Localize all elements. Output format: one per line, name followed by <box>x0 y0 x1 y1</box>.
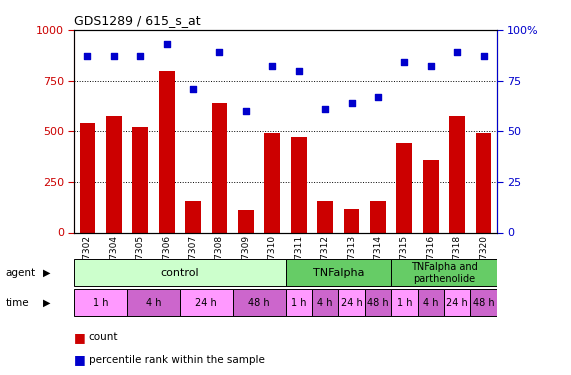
Text: 1 h: 1 h <box>291 298 307 308</box>
Text: GDS1289 / 615_s_at: GDS1289 / 615_s_at <box>74 15 201 27</box>
Bar <box>449 116 465 232</box>
Text: TNFalpha: TNFalpha <box>312 268 364 278</box>
Point <box>320 106 329 112</box>
Point <box>453 49 462 55</box>
Bar <box>471 290 497 316</box>
Point <box>109 53 118 59</box>
Text: 1 h: 1 h <box>93 298 108 308</box>
Point <box>136 53 145 59</box>
Bar <box>344 209 359 232</box>
Bar <box>74 290 127 316</box>
Text: ▶: ▶ <box>43 298 50 308</box>
Point <box>242 108 251 114</box>
Bar <box>391 260 497 286</box>
Text: ▶: ▶ <box>43 268 50 278</box>
Bar <box>106 116 122 232</box>
Bar <box>444 290 471 316</box>
Bar <box>365 290 391 316</box>
Text: ■: ■ <box>74 331 86 344</box>
Text: agent: agent <box>6 268 36 278</box>
Bar <box>264 133 280 232</box>
Point <box>479 53 488 59</box>
Text: ■: ■ <box>74 354 86 366</box>
Text: 4 h: 4 h <box>423 298 439 308</box>
Point <box>294 68 303 74</box>
Text: 4 h: 4 h <box>317 298 333 308</box>
Bar <box>185 201 201 232</box>
Text: 1 h: 1 h <box>397 298 412 308</box>
Text: count: count <box>89 333 118 342</box>
Bar <box>286 260 391 286</box>
Bar <box>423 160 439 232</box>
Bar <box>391 290 417 316</box>
Point <box>188 86 198 92</box>
Point <box>347 100 356 106</box>
Bar <box>79 123 95 232</box>
Point <box>83 53 92 59</box>
Text: 24 h: 24 h <box>447 298 468 308</box>
Point <box>426 63 435 69</box>
Bar <box>286 290 312 316</box>
Point <box>215 49 224 55</box>
Text: percentile rank within the sample: percentile rank within the sample <box>89 355 264 365</box>
Point <box>373 94 383 100</box>
Bar <box>132 127 148 232</box>
Text: time: time <box>6 298 29 308</box>
Text: 4 h: 4 h <box>146 298 161 308</box>
Bar <box>238 210 254 232</box>
Point <box>162 41 171 47</box>
Bar <box>127 290 180 316</box>
Bar <box>291 137 307 232</box>
Text: 48 h: 48 h <box>367 298 389 308</box>
Bar <box>233 290 286 316</box>
Text: 24 h: 24 h <box>195 298 217 308</box>
Text: 48 h: 48 h <box>248 298 270 308</box>
Bar <box>317 201 333 232</box>
Bar <box>476 133 492 232</box>
Bar <box>211 103 227 232</box>
Text: control: control <box>160 268 199 278</box>
Bar <box>180 290 233 316</box>
Bar <box>312 290 338 316</box>
Bar <box>338 290 365 316</box>
Text: 48 h: 48 h <box>473 298 494 308</box>
Bar <box>417 290 444 316</box>
Bar <box>396 143 412 232</box>
Text: TNFalpha and
parthenolide: TNFalpha and parthenolide <box>411 262 477 284</box>
Text: 24 h: 24 h <box>341 298 363 308</box>
Point <box>400 59 409 65</box>
Bar <box>370 201 386 232</box>
Bar <box>74 260 286 286</box>
Bar <box>159 70 175 232</box>
Point <box>268 63 277 69</box>
